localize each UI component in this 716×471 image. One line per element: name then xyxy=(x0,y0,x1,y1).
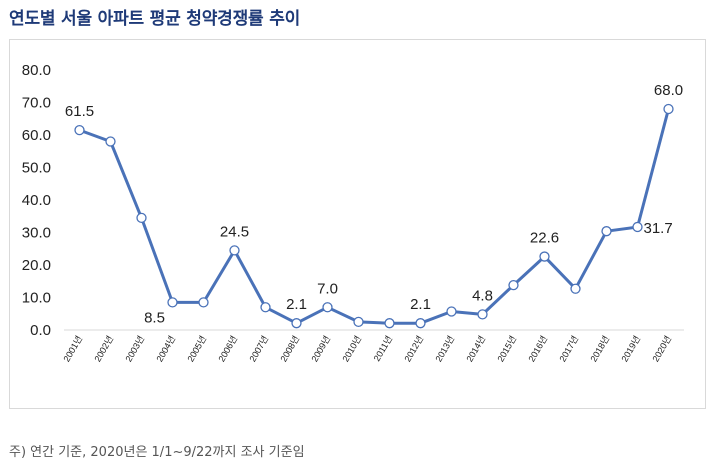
chart-title: 연도별 서울 아파트 평균 청약경쟁률 추이 xyxy=(9,9,301,29)
x-tick-label: 2010년 xyxy=(340,334,363,364)
y-tick-label: 50.0 xyxy=(22,160,51,177)
data-point xyxy=(663,103,674,115)
x-tick-label: 2020년 xyxy=(650,334,673,364)
x-tick-label: 2007년 xyxy=(247,334,270,364)
y-tick-label: 70.0 xyxy=(22,95,51,112)
data-point xyxy=(601,226,612,237)
data-label: 8.5 xyxy=(144,309,165,326)
footnote: 주) 연간 기준, 2020년은 1/1~9/22까지 조사 기준임 xyxy=(9,445,305,460)
x-tick-label: 2018년 xyxy=(588,334,611,364)
data-point xyxy=(198,297,209,308)
y-tick-label: 30.0 xyxy=(22,225,51,242)
x-tick-label: 2017년 xyxy=(557,334,580,364)
x-tick-label: 2009년 xyxy=(309,334,332,364)
data-point xyxy=(105,136,116,147)
y-tick-label: 0.0 xyxy=(30,322,51,339)
x-tick-label: 2003년 xyxy=(123,334,146,364)
data-point xyxy=(415,318,426,329)
x-tick-label: 2005년 xyxy=(185,334,208,364)
x-tick-label: 2008년 xyxy=(278,334,301,364)
y-tick-label: 20.0 xyxy=(22,257,51,274)
data-label: 2.1 xyxy=(410,296,431,313)
data-point xyxy=(167,297,178,308)
data-labels: 61.5 8.5 24.5 2.1 7.0 2.1 4.8 22.6 31.7 68.0 xyxy=(65,82,683,326)
x-tick-label: 2012년 xyxy=(402,334,425,364)
data-point xyxy=(136,212,147,224)
data-point xyxy=(508,279,519,291)
x-tick-label: 2006년 xyxy=(216,334,239,364)
y-axis: 0.0 10.0 20.0 30.0 40.0 50.0 60.0 70.0 80.0 xyxy=(22,62,51,339)
series-line xyxy=(78,108,670,325)
x-tick-label: 2016년 xyxy=(526,334,549,364)
x-tick-label: 2013년 xyxy=(433,334,456,364)
data-point xyxy=(539,251,550,262)
data-point xyxy=(74,124,85,136)
x-tick-label: 2015년 xyxy=(495,334,518,364)
data-point xyxy=(260,302,271,313)
data-point xyxy=(632,221,643,233)
data-label: 61.5 xyxy=(65,103,94,120)
data-point xyxy=(477,309,488,320)
data-label: 24.5 xyxy=(220,223,249,240)
y-tick-label: 10.0 xyxy=(22,290,51,307)
data-point xyxy=(291,318,302,329)
data-point xyxy=(570,283,581,294)
x-tick-label: 2011년 xyxy=(372,334,394,363)
data-label: 22.6 xyxy=(530,230,559,247)
data-label: 31.7 xyxy=(644,220,673,237)
data-label: 2.1 xyxy=(286,296,307,313)
data-point xyxy=(384,318,395,329)
data-point xyxy=(322,302,333,313)
y-tick-label: 60.0 xyxy=(22,127,51,144)
y-tick-label: 80.0 xyxy=(22,62,51,79)
x-tick-label: 2019년 xyxy=(619,334,642,364)
x-tick-label: 2014년 xyxy=(464,334,487,364)
x-tick-label: 2001년 xyxy=(61,334,84,364)
data-label: 68.0 xyxy=(654,82,683,99)
data-label: 4.8 xyxy=(472,287,493,304)
data-label: 7.0 xyxy=(317,280,338,297)
x-tick-label: 2002년 xyxy=(92,334,115,364)
y-tick-label: 40.0 xyxy=(22,192,51,209)
x-axis: 2001년 2002년 2003년 2004년 2005년 2006년 2007년 2008년… xyxy=(61,334,673,364)
data-point xyxy=(229,245,240,256)
chart-frame xyxy=(9,39,706,409)
data-points xyxy=(74,103,674,329)
x-tick-label: 2004년 xyxy=(154,334,177,364)
data-point xyxy=(353,316,364,328)
data-point xyxy=(446,306,457,317)
